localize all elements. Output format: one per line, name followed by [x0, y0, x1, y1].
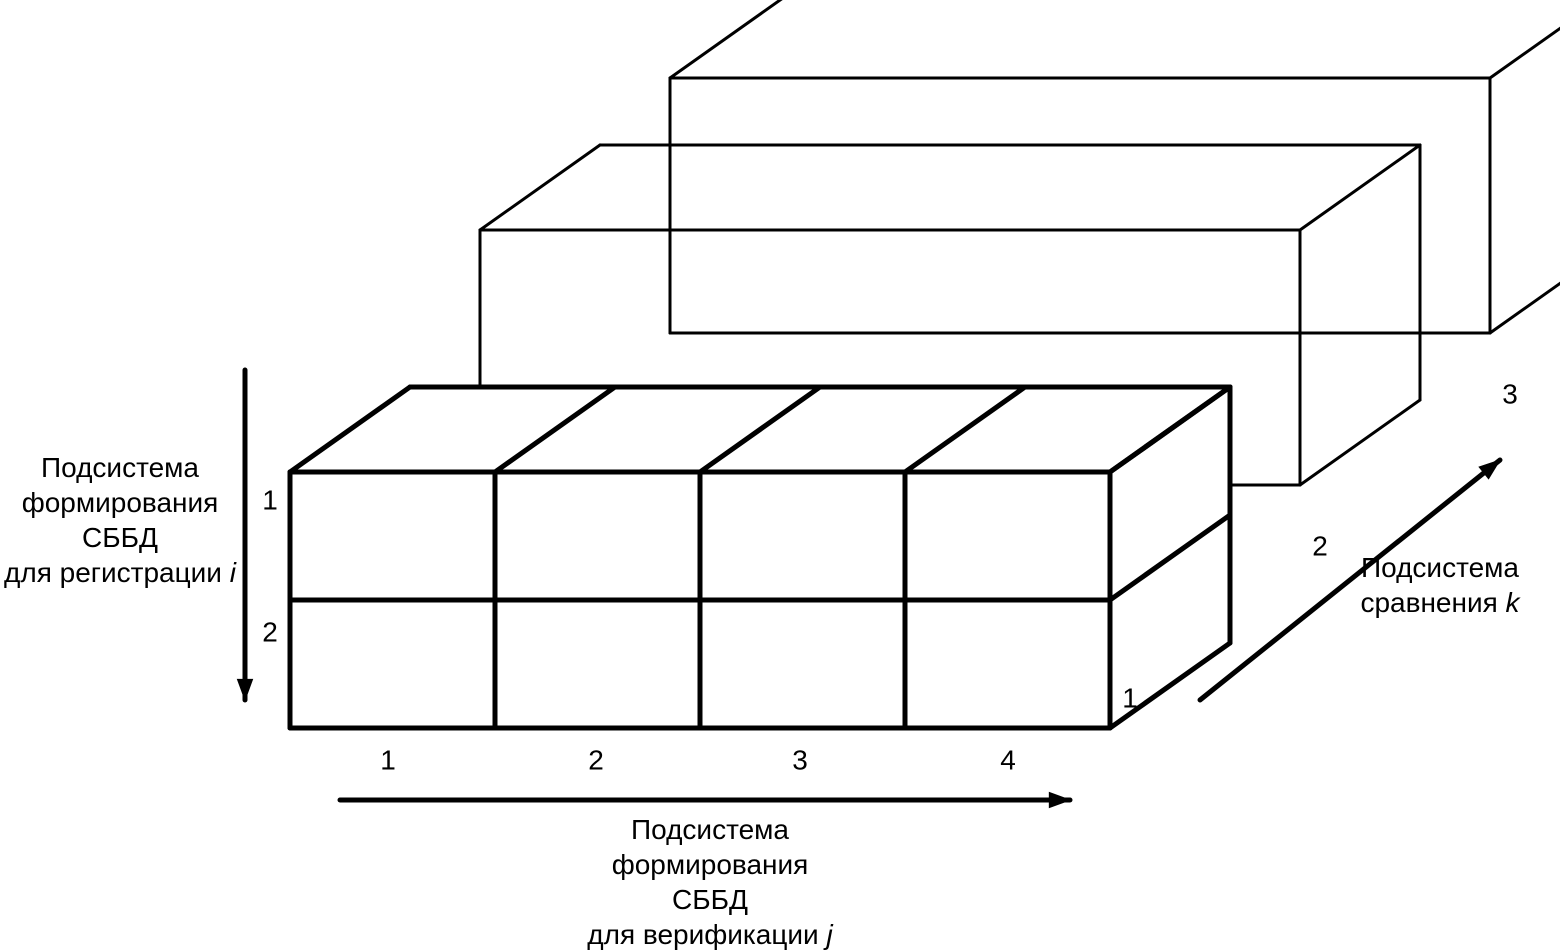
svg-text:2: 2: [588, 744, 604, 775]
axis-k-label-text: Подсистемасравнения: [1360, 552, 1519, 618]
svg-text:3: 3: [1502, 378, 1518, 409]
axis-i-label: ПодсистемаформированияСББДдля регистраци…: [0, 450, 240, 590]
svg-text:1: 1: [380, 744, 396, 775]
axis-i-var: i: [230, 557, 236, 588]
svg-text:1: 1: [1122, 682, 1138, 713]
axis-j-label-text: ПодсистемаформированияСББДдля верификаци…: [587, 814, 826, 950]
svg-text:2: 2: [262, 616, 278, 647]
axis-j-label: ПодсистемаформированияСББДдля верификаци…: [440, 812, 980, 952]
axis-i-label-text: ПодсистемаформированияСББДдля регистраци…: [4, 452, 230, 588]
svg-text:3: 3: [792, 744, 808, 775]
svg-text:4: 4: [1000, 744, 1016, 775]
axis-k-var: k: [1506, 587, 1520, 618]
axis-k-label: Подсистемасравнения k: [1320, 550, 1560, 620]
diagram-canvas: 121234123 ПодсистемаформированияСББДдля …: [0, 0, 1560, 924]
svg-text:1: 1: [262, 484, 278, 515]
